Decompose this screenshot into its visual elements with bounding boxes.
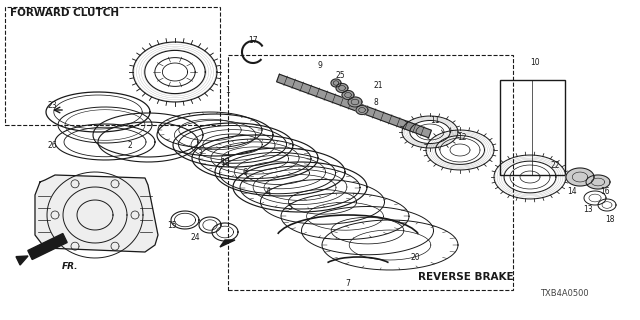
Text: 20: 20 (410, 253, 420, 262)
Text: 21: 21 (373, 81, 383, 90)
Text: 10: 10 (530, 58, 540, 67)
Text: 16: 16 (600, 188, 610, 196)
Text: REVERSE BRAKE: REVERSE BRAKE (418, 272, 514, 282)
Polygon shape (342, 91, 354, 100)
Bar (228, 55, 513, 290)
Text: 24: 24 (190, 233, 200, 242)
Text: 14: 14 (567, 188, 577, 196)
Text: 4: 4 (266, 188, 271, 196)
Polygon shape (35, 175, 158, 252)
Text: 11: 11 (430, 116, 440, 124)
Text: 18: 18 (605, 215, 615, 225)
Polygon shape (220, 240, 235, 247)
Text: 23: 23 (47, 100, 57, 109)
Text: 5: 5 (287, 204, 292, 212)
Text: 6: 6 (243, 167, 248, 177)
Text: 7: 7 (346, 278, 351, 287)
Polygon shape (586, 175, 610, 189)
Polygon shape (566, 168, 594, 186)
Text: 15: 15 (167, 220, 177, 229)
Polygon shape (356, 106, 368, 115)
Polygon shape (28, 234, 67, 260)
Polygon shape (348, 97, 362, 107)
Text: 22: 22 (550, 161, 560, 170)
Text: 25: 25 (335, 70, 345, 79)
Text: 26: 26 (47, 140, 57, 149)
Text: 3: 3 (198, 148, 202, 157)
Text: 9: 9 (317, 60, 323, 69)
Bar (5, 7, 220, 125)
Text: TXB4A0500: TXB4A0500 (540, 289, 589, 298)
Bar (500, 80, 565, 175)
Text: 12: 12 (457, 132, 467, 141)
Polygon shape (331, 79, 341, 87)
Text: 19: 19 (220, 157, 230, 166)
Polygon shape (276, 74, 431, 138)
Text: 8: 8 (374, 98, 378, 107)
Text: 2: 2 (127, 140, 132, 149)
Text: 13: 13 (583, 205, 593, 214)
Polygon shape (16, 256, 28, 265)
Text: 17: 17 (248, 36, 258, 44)
Text: FORWARD CLUTCH: FORWARD CLUTCH (10, 8, 119, 18)
Text: FR.: FR. (62, 262, 79, 271)
Polygon shape (336, 84, 348, 92)
Text: 1: 1 (226, 85, 230, 94)
